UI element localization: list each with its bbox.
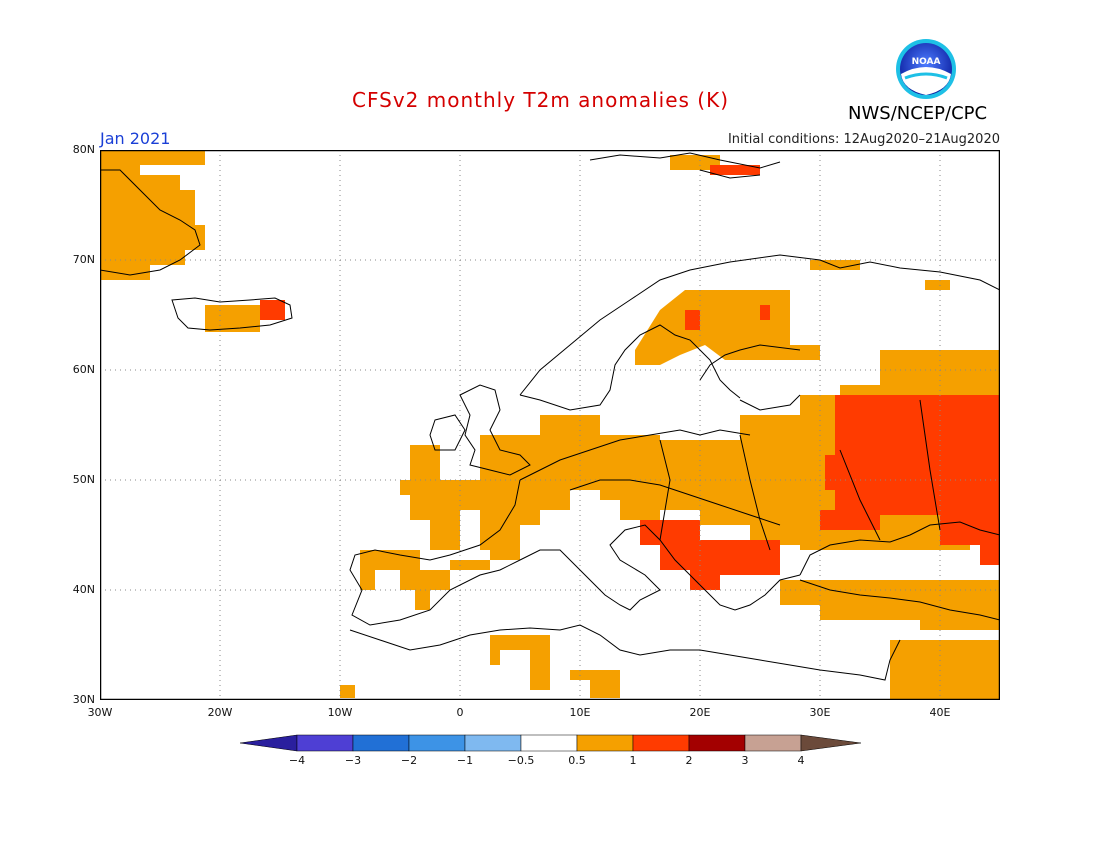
lat-label: 40N [72,583,95,596]
lon-label: 0 [456,706,464,719]
colorbar-swatch [520,734,578,752]
lon-label: 30W [87,706,113,719]
lat-label: 60N [72,363,95,376]
credit-label: NWS/NCEP/CPC [848,103,988,124]
lon-label: 40E [929,706,951,719]
lon-label: 30E [809,706,831,719]
map-title: CFSv2 monthly T2m anomalies (K) [352,88,729,112]
lat-label: 30N [72,693,95,706]
colorbar-label: −4 [288,754,306,767]
lat-label: 70N [72,253,95,266]
colorbar-swatch [576,734,634,752]
colorbar-swatches [240,734,862,752]
colorbar-swatch [744,734,802,752]
colorbar-label: −3 [344,754,362,767]
colorbar-label: 0.5 [568,754,586,767]
coastlines [100,152,1000,681]
colorbar-label: −1 [456,754,474,767]
colorbar-swatch [632,734,690,752]
forecast-month: Jan 2021 [100,129,171,148]
colorbar-label: 4 [797,754,805,767]
noaa-logo: NOAA [896,39,956,99]
colorbar-arrow-high [800,734,862,752]
colorbar-swatch [464,734,522,752]
colorbar-swatch [408,734,466,752]
lon-label: 20W [207,706,233,719]
initial-conditions: Initial conditions: 12Aug2020–21Aug2020 [727,132,1000,147]
lon-label: 20E [689,706,711,719]
lat-label: 50N [72,473,95,486]
anomaly-map [100,150,1000,700]
colorbar-label: −0.5 [507,754,535,767]
colorbar-label: 3 [741,754,749,767]
map-canvas [100,150,1000,700]
colorbar [240,733,865,773]
colorbar-swatch [296,734,354,752]
lon-label: 10E [569,706,591,719]
colorbar-label: −2 [400,754,418,767]
svg-text:NOAA: NOAA [912,57,941,67]
lat-label: 80N [72,143,95,156]
graticule [100,150,1000,700]
colorbar-label: 1 [629,754,637,767]
colorbar-swatch [352,734,410,752]
lon-label: 10W [327,706,353,719]
colorbar-arrow-low [240,734,298,752]
colorbar-label: 2 [685,754,693,767]
colorbar-swatch [688,734,746,752]
